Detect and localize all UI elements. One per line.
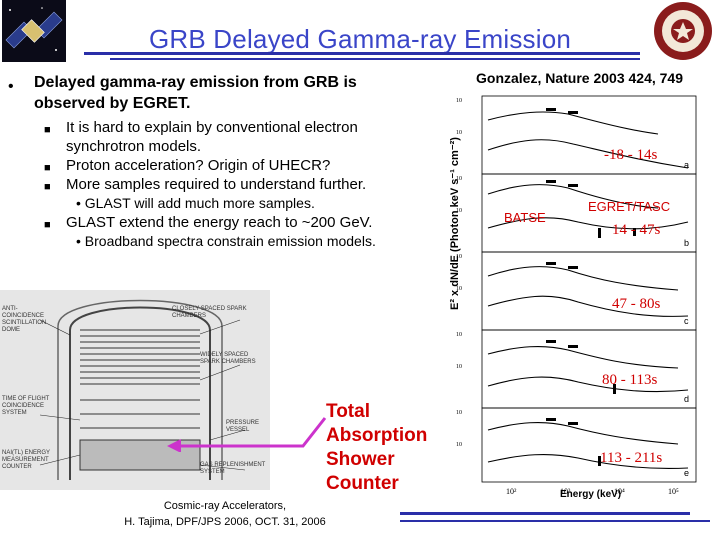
- square-bullet-icon: ■: [44, 124, 51, 136]
- panel-frames: [481, 95, 697, 483]
- time-interval-label: 80 - 113s: [602, 372, 658, 388]
- spectra-x-ticks: 10² 10³ 10⁴ 10⁵: [506, 487, 679, 496]
- detector-drawing: [39, 299, 246, 480]
- sub-sub-bullet: • Broadband spectra constrain emission m…: [44, 232, 444, 251]
- dot-bullet-icon: •: [76, 233, 81, 249]
- university-seal: [650, 0, 716, 62]
- bullet-dot: •: [8, 78, 14, 95]
- spectra-figure: 10 10 10 10 10 10 10 10 10 10 a b c d e …: [456, 95, 697, 496]
- svg-text:10: 10: [456, 254, 462, 260]
- svg-text:10: 10: [456, 208, 462, 214]
- sub-sub-bullet-text: GLAST will add much more samples.: [84, 195, 315, 211]
- sub-bullet: ■ GLAST extend the energy reach to ~200 …: [44, 213, 444, 232]
- svg-text:10: 10: [456, 286, 462, 292]
- detector-label: Widely spaced spark chambers: [200, 352, 256, 365]
- batse-label: BATSE: [504, 210, 546, 225]
- tasc-callout: Total Absorption Shower Counter: [326, 400, 427, 496]
- svg-text:10²: 10²: [506, 487, 517, 496]
- footer: Cosmic-ray Accelerators, H. Tajima, DPF/…: [110, 498, 340, 530]
- sub-bullet-text: More samples required to understand furt…: [66, 176, 367, 193]
- spectra-curves: [487, 111, 689, 470]
- title-underline: [84, 52, 640, 55]
- svg-text:10: 10: [456, 442, 462, 448]
- square-bullet-icon: ■: [44, 219, 51, 231]
- tasc-line: Counter: [326, 473, 399, 494]
- svg-text:a: a: [684, 160, 689, 170]
- svg-text:10⁵: 10⁵: [668, 487, 679, 496]
- egret-detector-diagram: Anti-coincidence scintillation dome Clos…: [0, 290, 270, 490]
- detector-label: Closely spaced spark chambers: [172, 306, 247, 319]
- main-bullet-line2: observed by EGRET.: [34, 95, 191, 112]
- main-bullet: Delayed gamma-ray emission from GRB is o…: [34, 72, 444, 114]
- spectra-data-points: [546, 108, 636, 466]
- svg-text:10: 10: [456, 98, 462, 104]
- tasc-line: Absorption: [326, 425, 428, 446]
- dot-bullet-icon: •: [76, 195, 81, 211]
- svg-text:e: e: [684, 468, 689, 478]
- time-interval-label: -18 - 14s: [604, 147, 658, 163]
- svg-text:d: d: [684, 394, 689, 404]
- footer-line2: H. Tajima, DPF/JPS 2006, OCT. 31, 2006: [124, 516, 326, 528]
- square-bullet-icon: ■: [44, 181, 51, 193]
- sub-sub-bullet: • GLAST will add much more samples.: [44, 194, 444, 213]
- main-bullet-line1: Delayed gamma-ray emission from GRB is: [34, 74, 357, 91]
- slide-title: GRB Delayed Gamma-ray Emission: [148, 24, 572, 54]
- spectra-y-ticks: 10 10 10 10 10 10 10 10 10 10: [456, 98, 462, 448]
- svg-text:10: 10: [456, 410, 462, 416]
- svg-text:10³: 10³: [560, 487, 571, 496]
- footer-rule: [400, 512, 690, 515]
- time-interval-label: 113 - 211s: [600, 450, 663, 466]
- title-underline-2: [110, 58, 640, 60]
- detector-label: Anti-coincidence scintillation dome: [2, 306, 47, 333]
- tasc-arrow: [167, 417, 327, 452]
- svg-text:10⁴: 10⁴: [614, 487, 625, 496]
- footer-line1: Cosmic-ray Accelerators,: [163, 500, 287, 512]
- sub-bullet: ■ It is hard to explain by conventional …: [44, 118, 444, 156]
- sub-bullet-text: Proton acceleration? Origin of UHECR?: [66, 157, 331, 174]
- sub-bullet-list: ■ It is hard to explain by conventional …: [44, 118, 444, 251]
- detector-label: Pressure vessel: [226, 420, 260, 433]
- svg-text:10: 10: [456, 176, 462, 182]
- satellite-logo: [2, 0, 66, 62]
- svg-text:b: b: [684, 238, 689, 248]
- svg-text:10: 10: [456, 332, 462, 338]
- sub-sub-bullet-text: Broadband spectra constrain emission mod…: [84, 233, 376, 249]
- spectra-x-axis-label: Energy (keV): [560, 489, 622, 500]
- citation: Gonzalez, Nature 2003 424, 749: [476, 70, 683, 86]
- time-interval-label: 47 - 80s: [612, 296, 661, 312]
- sub-bullet-text: synchrotron models.: [66, 138, 202, 155]
- detector-label: NaI(Tl) energy measurement counter: [2, 450, 50, 470]
- time-interval-label: 14 - 47s: [612, 222, 661, 238]
- svg-text:c: c: [684, 316, 689, 326]
- sub-bullet: ■ More samples required to understand fu…: [44, 175, 444, 194]
- sub-bullet: ■ Proton acceleration? Origin of UHECR?: [44, 156, 444, 175]
- tasc-line: Total: [326, 401, 370, 422]
- detector-label: Time of flight coincidence system: [2, 396, 50, 416]
- svg-text:10: 10: [456, 130, 462, 136]
- footer-rule-2: [400, 520, 710, 522]
- sub-bullet-text: It is hard to explain by conventional el…: [66, 119, 358, 136]
- detector-label: Gas replenishment system: [200, 462, 266, 475]
- panel-letters: a b c d e: [684, 160, 689, 478]
- square-bullet-icon: ■: [44, 162, 51, 174]
- svg-text:10: 10: [456, 364, 462, 370]
- tasc-line: Shower: [326, 449, 395, 470]
- sub-bullet-text: GLAST extend the energy reach to ~200 Ge…: [66, 214, 373, 231]
- egret-tasc-label: EGRET/TASC: [588, 199, 671, 214]
